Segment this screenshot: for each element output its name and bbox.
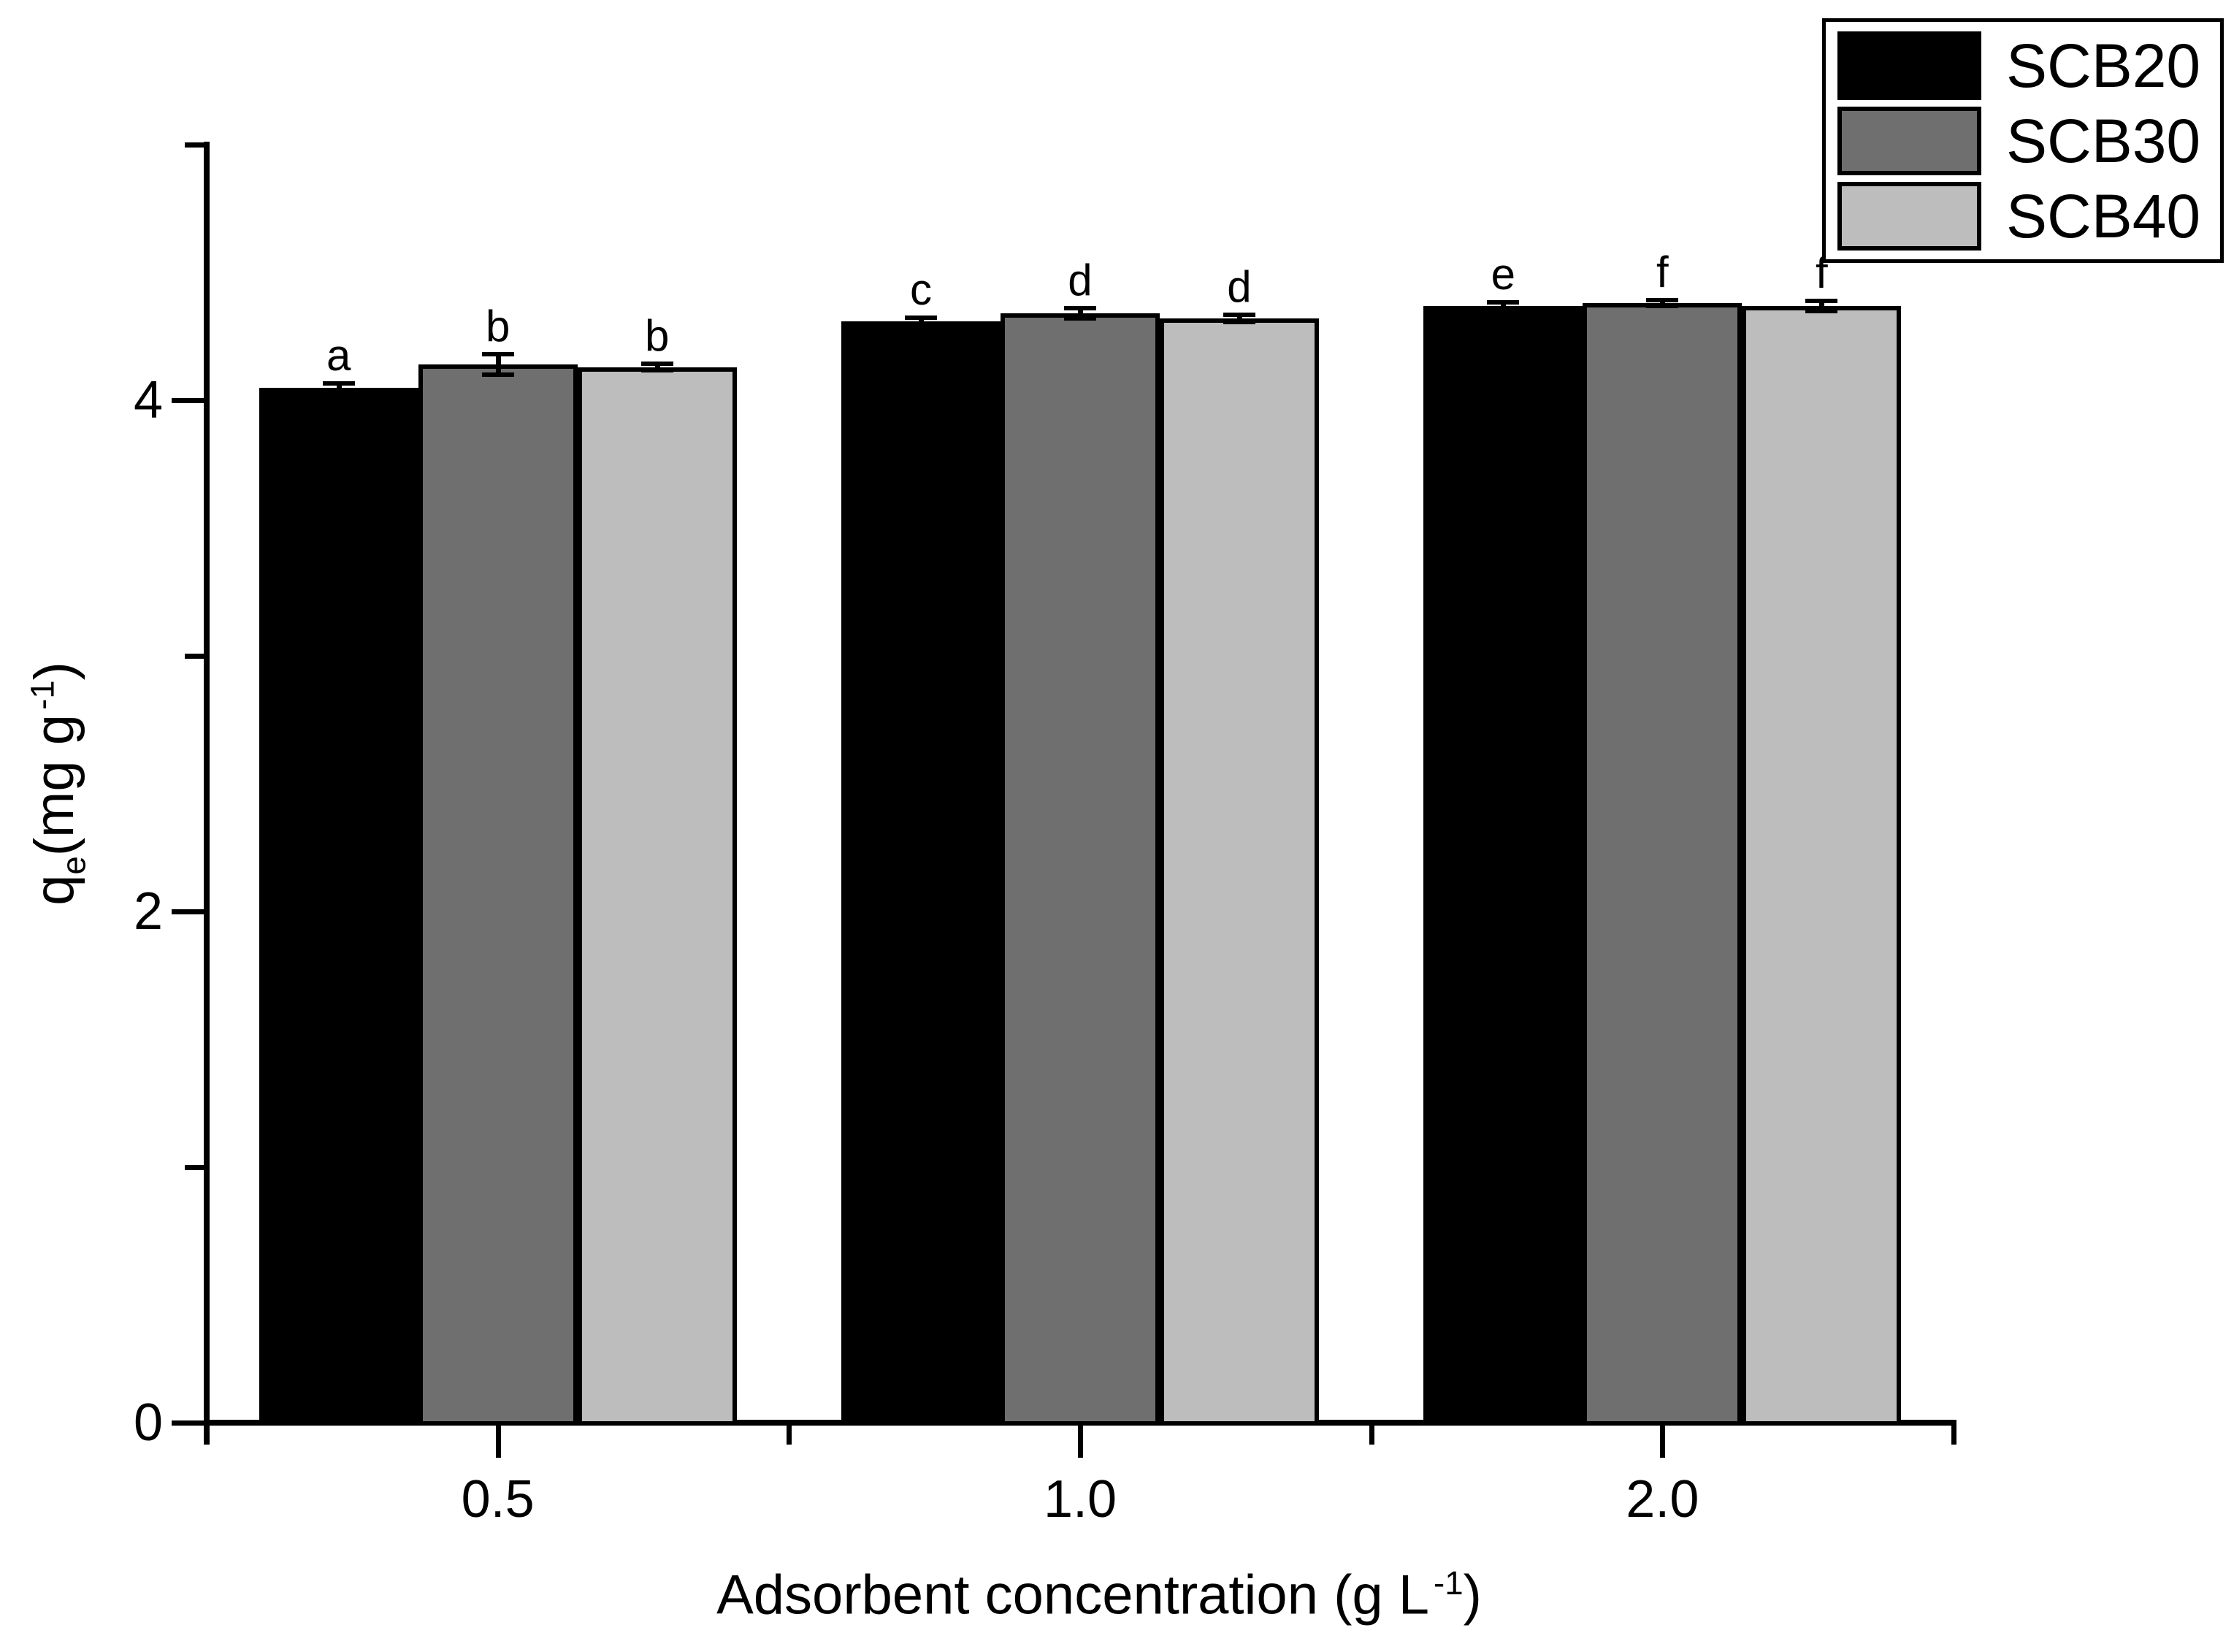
y-axis-title-mid: (mg g <box>23 714 86 857</box>
error-bar-cap <box>904 321 937 326</box>
legend-swatch-scb40 <box>1837 181 1981 251</box>
x-major-tick <box>495 1426 501 1458</box>
y-tick-label: 2 <box>133 882 163 941</box>
error-bar-cap <box>1805 298 1838 303</box>
x-major-tick <box>1077 1426 1083 1458</box>
error-bar-cap <box>1646 304 1679 309</box>
error-bar-cap <box>322 381 355 386</box>
error-bar-whisker <box>1236 315 1242 322</box>
x-boundary-tick <box>787 1426 792 1445</box>
y-axis-title-sub: e <box>55 856 93 875</box>
error-bar-cap <box>640 367 673 372</box>
error-bar-whisker <box>336 383 342 391</box>
sig-letter: b <box>644 311 670 361</box>
sig-letter: b <box>485 302 510 351</box>
legend-swatch-scb30 <box>1837 106 1981 175</box>
y-axis-line <box>204 142 210 1445</box>
bar-scb30-1.0 <box>1000 313 1160 1426</box>
sig-letter: d <box>1227 262 1252 312</box>
x-boundary-tick <box>204 1426 210 1445</box>
y-tick-label: 0 <box>133 1393 163 1452</box>
error-bar-whisker <box>1077 308 1083 318</box>
legend-swatch-scb20 <box>1837 31 1981 100</box>
x-boundary-tick <box>1951 1426 1956 1445</box>
legend-label-scb30: SCB30 <box>2006 106 2201 175</box>
error-bar-cap <box>481 352 514 356</box>
bar-scb30-0.5 <box>418 364 578 1426</box>
y-axis-title-close: ) <box>23 662 86 681</box>
error-bar-cap <box>640 362 673 367</box>
y-major-tick <box>172 909 204 914</box>
x-tick-label: 2.0 <box>1626 1470 1699 1529</box>
error-bar-whisker <box>1501 302 1507 309</box>
legend-row: SCB40 <box>1837 181 2220 251</box>
error-bar-whisker <box>1660 299 1666 307</box>
x-boundary-tick <box>1369 1426 1374 1445</box>
error-bar-cap <box>1646 297 1679 302</box>
y-minor-tick <box>185 654 204 659</box>
legend: SCB20 SCB30 SCB40 <box>1822 18 2224 263</box>
y-minor-tick <box>185 142 204 148</box>
error-bar-cap <box>1063 316 1096 321</box>
bar-scb20-1.0 <box>841 321 1001 1426</box>
legend-label-scb20: SCB20 <box>2006 31 2201 100</box>
bar-scb40-1.0 <box>1159 318 1319 1426</box>
error-bar-cap <box>1487 300 1520 305</box>
bar-scb40-2.0 <box>1742 305 1902 1426</box>
y-major-tick <box>172 398 204 403</box>
x-major-tick <box>1660 1426 1666 1458</box>
y-major-tick <box>172 1420 204 1426</box>
bar-scb20-0.5 <box>259 387 418 1426</box>
y-tick-label: 4 <box>133 371 163 429</box>
error-bar-cap <box>1223 313 1255 318</box>
error-bar-whisker <box>654 364 660 370</box>
error-bar-cap <box>1063 306 1096 310</box>
legend-label-scb40: SCB40 <box>2006 181 2201 251</box>
bar-scb30-2.0 <box>1583 303 1743 1426</box>
error-bar-whisker <box>1819 300 1825 311</box>
bar-scb40-0.5 <box>577 367 737 1426</box>
legend-row: SCB30 <box>1837 106 2220 175</box>
x-axis-title-sup: -1 <box>1434 1564 1464 1602</box>
error-bar-cap <box>481 372 514 377</box>
legend-row: SCB20 <box>1837 31 2220 100</box>
x-axis-title-close: ) <box>1463 1564 1482 1626</box>
y-minor-tick <box>185 1165 204 1170</box>
sig-letter: c <box>909 265 932 315</box>
y-axis-title-sup: -1 <box>23 680 61 710</box>
x-tick-label: 1.0 <box>1043 1470 1117 1529</box>
error-bar-whisker <box>495 354 501 375</box>
y-axis-title-base: q <box>23 874 86 906</box>
x-tick-label: 0.5 <box>461 1470 535 1529</box>
error-bar-cap <box>1805 308 1838 313</box>
bar-scb20-2.0 <box>1423 305 1583 1426</box>
sig-letter: d <box>1068 256 1093 305</box>
error-bar-cap <box>1223 319 1255 324</box>
sig-letter: f <box>1656 247 1669 297</box>
sig-letter: e <box>1491 250 1515 299</box>
sig-letter: a <box>326 331 351 381</box>
x-axis-title: Adsorbent concentration (g L -1) <box>369 1547 1829 1632</box>
error-bar-cap <box>1487 306 1520 311</box>
x-axis-title-text: Adsorbent concentration (g L <box>716 1564 1430 1626</box>
error-bar-cap <box>904 316 937 321</box>
error-bar-whisker <box>918 318 924 324</box>
error-bar-cap <box>322 389 355 394</box>
